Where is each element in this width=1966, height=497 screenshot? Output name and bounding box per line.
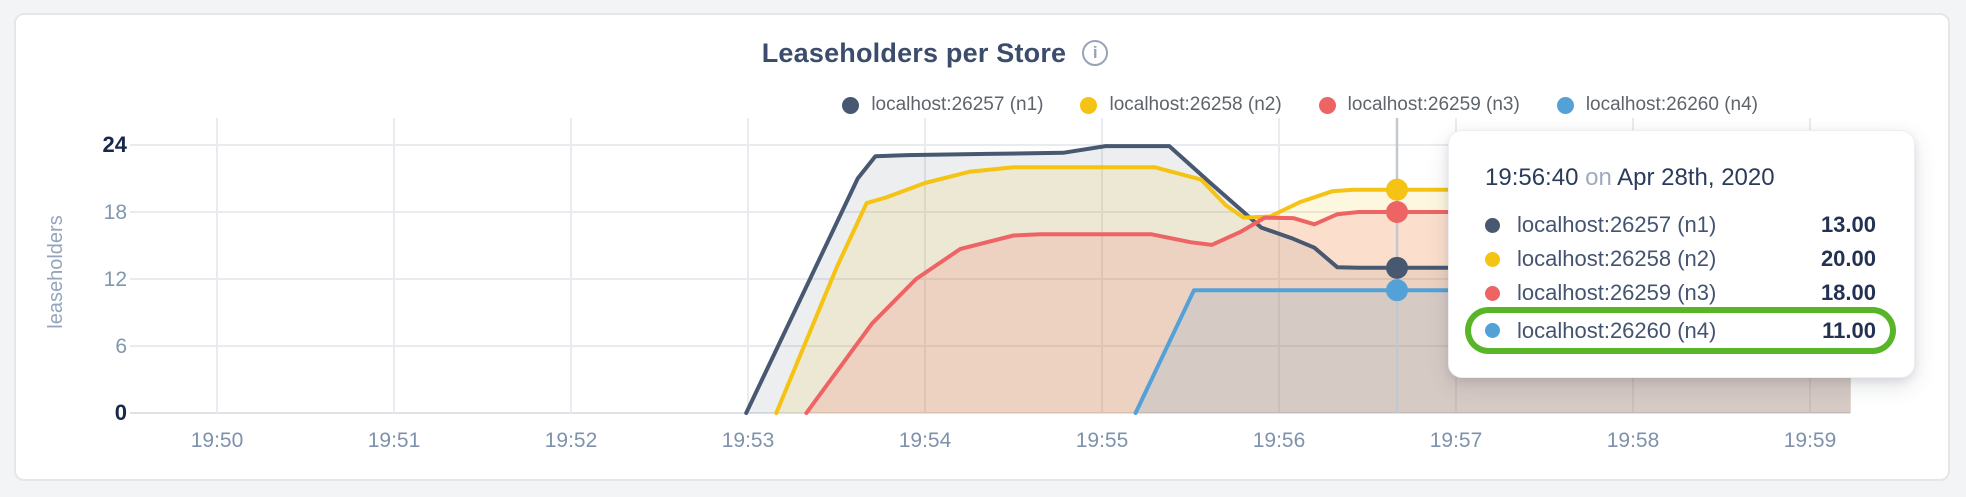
y-tick-label-12: 12 (104, 268, 127, 291)
hover-tooltip: 19:56:40 on Apr 28th, 2020 localhost:262… (1448, 130, 1915, 378)
legend-dot (1556, 96, 1574, 114)
x-tick-label-19:55: 19:55 (1076, 429, 1129, 452)
tooltip-series-name: localhost:26259 (n3) (1517, 280, 1717, 305)
legend-label: localhost:26259 (n3) (1347, 94, 1520, 115)
tooltip-timestamp: 19:56:40 on Apr 28th, 2020 (1485, 161, 1876, 195)
legend-label: localhost:26257 (n1) (871, 94, 1044, 115)
tooltip-series-dot (1485, 217, 1500, 233)
legend-dot (1318, 96, 1336, 114)
legend-item-n4[interactable]: localhost:26260 (n4) (1556, 94, 1758, 116)
tooltip-row-n1: localhost:26257 (n1) 13.00 (1485, 208, 1876, 242)
tooltip-series-value: 18.00 (1820, 280, 1876, 305)
chart-header: Leaseholders per Store i (0, 36, 1870, 70)
x-tick-label-19:50: 19:50 (191, 429, 244, 452)
page-title: Leaseholders per Store (761, 37, 1067, 68)
tooltip-row-n3: localhost:26259 (n3) 18.00 (1485, 276, 1876, 310)
hover-dot-n4 (1386, 279, 1409, 302)
x-tick-label-19:58: 19:58 (1607, 429, 1660, 452)
tooltip-row-n2: localhost:26258 (n2) 20.00 (1485, 242, 1876, 276)
y-tick-label-18: 18 (104, 201, 127, 224)
legend-item-n2[interactable]: localhost:26258 (n2) (1080, 94, 1282, 116)
tooltip-series-value: 11.00 (1822, 317, 1876, 343)
series-line-n2 (774, 165, 1853, 415)
y-tick-label-24: 24 (103, 132, 128, 157)
tooltip-series-value: 20.00 (1820, 246, 1876, 271)
hover-dot-n1 (1386, 256, 1409, 279)
tooltip-series-name: localhost:26257 (n1) (1517, 212, 1717, 237)
x-tick-label-19:51: 19:51 (368, 429, 421, 452)
x-tick-label-19:52: 19:52 (545, 429, 598, 452)
legend-dot (1080, 96, 1098, 114)
tooltip-series-dot (1485, 285, 1500, 301)
x-tick-label-19:59: 19:59 (1784, 429, 1837, 452)
legend-dot (842, 96, 860, 114)
x-tick-label-19:57: 19:57 (1430, 429, 1483, 452)
legend-item-n1[interactable]: localhost:26257 (n1) (842, 94, 1043, 116)
tooltip-on-word: on (1585, 164, 1612, 191)
tooltip-series-value: 13.00 (1820, 212, 1876, 237)
series-line-n3 (804, 210, 1853, 415)
y-tick-label-6: 6 (115, 335, 127, 358)
tooltip-series-name: localhost:26258 (n2) (1517, 246, 1717, 271)
y-tick-label-0: 0 (115, 400, 127, 425)
tooltip-series-dot (1485, 251, 1500, 267)
tooltip-series-dot (1485, 323, 1500, 338)
x-tick-label-19:54: 19:54 (899, 429, 952, 452)
legend-label: localhost:26260 (n4) (1585, 94, 1758, 115)
legend-item-n3[interactable]: localhost:26259 (n3) (1318, 94, 1520, 116)
series-line-n1 (744, 144, 1853, 415)
hover-dot-n2 (1386, 178, 1409, 201)
x-tick-label-19:56: 19:56 (1253, 429, 1306, 452)
tooltip-row-n4: localhost:26260 (n4) 11.00 (1471, 313, 1890, 348)
tooltip-date: Apr 28th, 2020 (1617, 164, 1775, 191)
info-icon[interactable]: i (1082, 40, 1109, 66)
y-axis-title: leaseholders (45, 215, 67, 328)
tooltip-rows: localhost:26257 (n1) 13.00 localhost:26258… (1485, 208, 1876, 348)
legend-label: localhost:26258 (n2) (1109, 94, 1282, 115)
chart-legend: localhost:26257 (n1) localhost:26258 (n2)… (842, 92, 1758, 118)
tooltip-series-name: localhost:26260 (n4) (1517, 317, 1717, 343)
x-tick-label-19:53: 19:53 (722, 429, 775, 452)
tooltip-time: 19:56:40 (1485, 164, 1579, 191)
hover-dot-n3 (1386, 201, 1409, 223)
